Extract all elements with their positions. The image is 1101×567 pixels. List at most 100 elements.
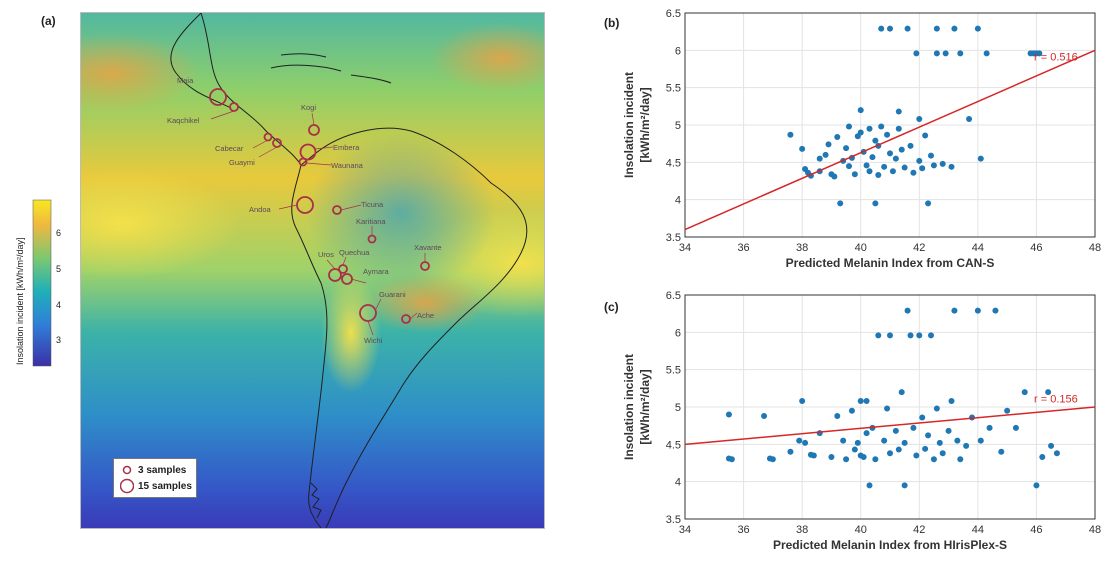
label-guarani: Guarani bbox=[379, 290, 406, 299]
x-tick-label-b: 36 bbox=[737, 242, 749, 254]
panel-label-b: (b) bbox=[604, 16, 620, 30]
x-axis-label-c: Predicted Melanin Index from HIrisPlex-S bbox=[773, 538, 1007, 552]
data-point-b bbox=[904, 25, 911, 32]
chile-fjords bbox=[310, 482, 322, 519]
map-legend: 3 samples 15 samples bbox=[113, 458, 197, 498]
data-point-b bbox=[933, 25, 940, 32]
data-point-b bbox=[895, 125, 902, 132]
label-karitiana: Karitiana bbox=[356, 217, 386, 226]
data-point-c bbox=[922, 445, 929, 452]
x-tick-label-b: 42 bbox=[913, 242, 925, 254]
data-point-c bbox=[1004, 407, 1011, 414]
coastline-central-america bbox=[170, 13, 232, 109]
y-tick-label-b: 3.5 bbox=[666, 232, 681, 244]
label-maia: Maia bbox=[177, 76, 194, 85]
data-point-b bbox=[878, 123, 885, 130]
y-tick-label-c: 5.5 bbox=[666, 365, 681, 377]
data-point-b bbox=[822, 151, 829, 158]
data-point-b bbox=[898, 146, 905, 153]
data-point-b bbox=[966, 116, 973, 123]
x-tick-label-b: 44 bbox=[972, 242, 984, 254]
label-uros: Uros bbox=[318, 250, 334, 259]
marker-karitiana bbox=[367, 234, 377, 244]
data-point-b bbox=[887, 25, 893, 32]
x-tick-label-b: 38 bbox=[796, 242, 808, 254]
y-tick-label-c: 4 bbox=[675, 477, 681, 489]
data-point-b bbox=[799, 145, 806, 152]
data-point-c bbox=[884, 405, 891, 412]
data-point-c bbox=[857, 398, 864, 405]
data-point-c bbox=[907, 332, 914, 339]
label-wichi: Wichi bbox=[364, 336, 383, 345]
label-kogi: Kogi bbox=[301, 103, 316, 112]
marker-waunana bbox=[298, 157, 308, 167]
label-cabecar: Cabecar bbox=[215, 144, 244, 153]
data-point-c bbox=[977, 437, 984, 444]
data-point-c bbox=[1021, 389, 1028, 396]
data-point-c bbox=[963, 442, 970, 449]
data-point-c bbox=[1012, 424, 1019, 431]
data-point-c bbox=[1039, 454, 1046, 461]
data-point-c bbox=[799, 398, 806, 405]
data-point-c bbox=[895, 446, 902, 453]
y-tick-label-c: 5 bbox=[675, 402, 681, 414]
map-svg: Maia Kaqchikel Kogi Cabecar Embera Guaym… bbox=[81, 13, 544, 528]
data-point-c bbox=[769, 456, 776, 463]
data-point-c bbox=[872, 456, 879, 463]
data-point-b bbox=[916, 116, 923, 123]
data-point-b bbox=[843, 145, 850, 152]
data-point-b bbox=[869, 154, 876, 161]
data-point-c bbox=[930, 456, 937, 463]
data-point-b bbox=[875, 172, 882, 179]
label-aymara: Aymara bbox=[363, 267, 390, 276]
data-point-c bbox=[928, 332, 934, 339]
y-tick-label-b: 4.5 bbox=[666, 157, 681, 169]
label-embera: Embera bbox=[333, 143, 360, 152]
y-tick-label-c: 6 bbox=[675, 327, 681, 339]
data-point-b bbox=[863, 162, 870, 169]
data-point-c bbox=[901, 482, 908, 489]
data-point-c bbox=[728, 456, 735, 463]
label-kaqchikel: Kaqchikel bbox=[167, 116, 200, 125]
marker-maia bbox=[209, 88, 227, 106]
data-point-b bbox=[825, 141, 832, 148]
data-point-c bbox=[945, 427, 952, 434]
data-point-b bbox=[872, 200, 879, 207]
y-tick-label-c: 4.5 bbox=[666, 439, 681, 451]
data-point-c bbox=[887, 332, 893, 339]
data-point-b bbox=[928, 152, 934, 159]
data-point-b bbox=[892, 155, 899, 162]
data-point-c bbox=[913, 452, 920, 459]
data-point-b bbox=[939, 160, 946, 167]
colorbar: 6 5 4 3 Insolation incident [kWh/m²/day] bbox=[0, 195, 75, 375]
data-point-c bbox=[904, 307, 911, 314]
data-point-c bbox=[840, 437, 847, 444]
y-tick-label-c: 3.5 bbox=[666, 514, 681, 526]
data-point-b bbox=[872, 137, 879, 144]
data-point-c bbox=[919, 414, 926, 421]
data-point-b bbox=[884, 131, 891, 138]
y-tick-label-c: 6.5 bbox=[666, 290, 681, 302]
colorbar-tick-3: 3 bbox=[56, 335, 61, 345]
data-point-c bbox=[1048, 442, 1055, 449]
data-point-c bbox=[951, 307, 958, 314]
large-circle-icon bbox=[120, 478, 134, 494]
data-point-b bbox=[837, 200, 844, 207]
data-point-c bbox=[854, 439, 861, 446]
regression-line-b bbox=[684, 49, 1096, 231]
colorbar-svg: 6 5 4 3 Insolation incident [kWh/m²/day] bbox=[15, 199, 61, 367]
data-point-b bbox=[866, 125, 873, 132]
data-point-b bbox=[851, 171, 858, 178]
data-point-c bbox=[898, 389, 905, 396]
data-point-b bbox=[901, 164, 908, 171]
y-axis-unit-c: [kWh/m²/day] bbox=[638, 369, 652, 444]
data-point-c bbox=[834, 412, 841, 419]
data-point-b bbox=[1036, 50, 1043, 57]
data-point-c bbox=[863, 430, 870, 437]
data-point-c bbox=[998, 448, 1005, 455]
data-point-c bbox=[1033, 482, 1040, 489]
data-point-b bbox=[913, 50, 920, 57]
population-labels: Maia Kaqchikel Kogi Cabecar Embera Guaym… bbox=[167, 76, 442, 345]
data-point-b bbox=[948, 163, 955, 170]
data-point-c bbox=[933, 405, 940, 412]
